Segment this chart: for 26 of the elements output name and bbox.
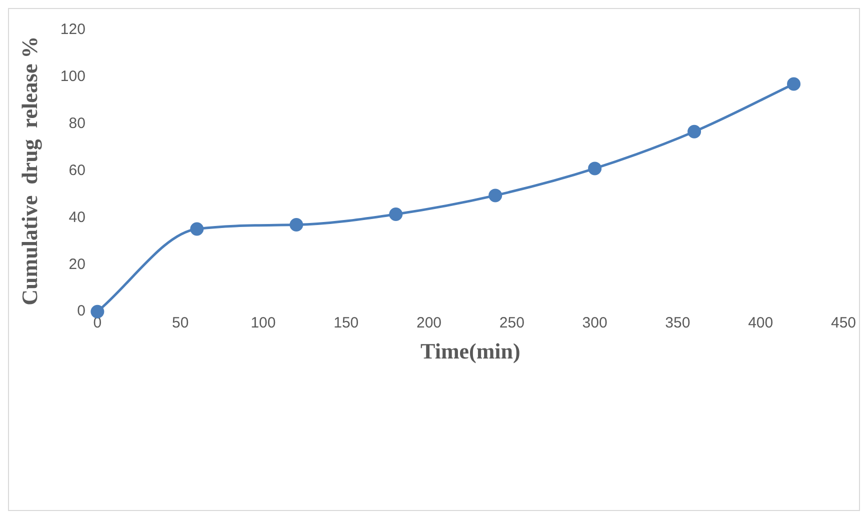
x-tick-label: 100 <box>250 314 276 332</box>
point <box>787 77 800 91</box>
y-tick-label: 40 <box>68 208 86 226</box>
point <box>688 124 702 138</box>
point <box>90 304 104 318</box>
x-tick-label: 300 <box>582 314 608 332</box>
y-tick-label: 80 <box>68 115 86 132</box>
x-axis-title: Time(min) <box>420 338 520 364</box>
point <box>290 218 304 232</box>
x-tick-label: 350 <box>665 314 690 332</box>
x-tick-label: 450 <box>830 314 856 332</box>
y-axis-title: Cumulative drug release % <box>16 36 42 306</box>
y-tick-label: 0 <box>77 302 86 320</box>
point <box>588 162 602 176</box>
x-tick-label: 250 <box>499 314 524 332</box>
x-tick-label: 150 <box>334 314 359 332</box>
x-tick-label: 50 <box>172 314 189 332</box>
point <box>389 207 403 221</box>
point <box>190 222 204 236</box>
x-tick-label: 400 <box>748 314 774 332</box>
y-tick-label: 20 <box>68 256 86 273</box>
x-tick-label: 200 <box>416 314 442 332</box>
y-tick-label: 120 <box>60 21 86 38</box>
y-tick-label: 100 <box>60 68 86 86</box>
y-tick-label: 60 <box>68 162 86 179</box>
point <box>488 188 502 202</box>
